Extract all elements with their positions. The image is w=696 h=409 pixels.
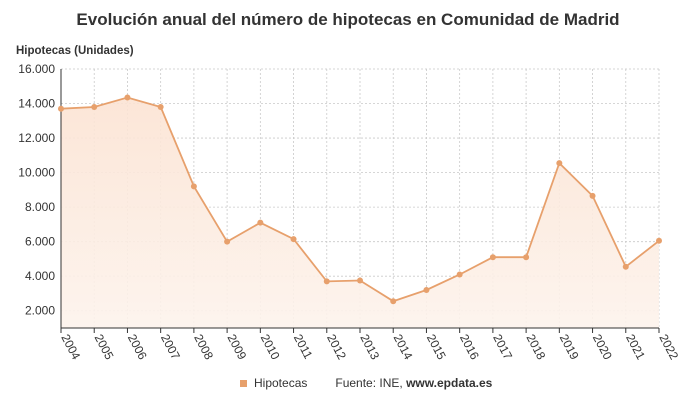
data-point-2019: [556, 160, 563, 167]
y-tick-label: 8.000: [25, 200, 55, 214]
chart-title: Evolución anual del número de hipotecas …: [76, 10, 620, 29]
x-tick-label: 2018: [523, 332, 548, 362]
data-point-2012: [323, 278, 330, 285]
y-tick-label: 12.000: [18, 131, 55, 145]
axes: [60, 69, 660, 333]
source-note: Fuente: INE, www.epdata.es: [335, 376, 492, 390]
x-tick-label: 2004: [58, 332, 83, 362]
x-tick-label: 2015: [424, 332, 449, 362]
x-tick-label: 2022: [656, 332, 681, 362]
y-tick-label: 6.000: [25, 235, 55, 249]
data-point-2008: [190, 183, 197, 190]
y-axis-label: Hipotecas (Unidades): [16, 45, 134, 57]
x-tick-label: 2007: [158, 332, 183, 362]
data-point-2021: [622, 263, 629, 270]
data-points: [58, 94, 662, 305]
y-tick-label: 10.000: [18, 166, 55, 180]
data-point-2020: [589, 192, 596, 199]
series-area-hipotecas: [61, 97, 659, 328]
x-tick-label: 2010: [258, 332, 283, 362]
data-point-2015: [423, 287, 430, 294]
data-point-2013: [357, 277, 363, 284]
x-tick-label: 2019: [557, 332, 582, 362]
data-point-2004: [58, 105, 64, 112]
data-point-2018: [523, 254, 530, 261]
y-tick-label: 16.000: [18, 62, 55, 76]
x-tick-label: 2020: [590, 332, 615, 362]
data-point-2014: [390, 298, 397, 305]
data-point-2017: [489, 254, 496, 261]
y-tick-label: 4.000: [25, 269, 55, 283]
x-tick-labels: 2004 2005 2006 2007 2008 2009 2010 2011 2012 2013…: [58, 332, 681, 362]
data-point-2009: [224, 238, 231, 245]
x-tick-label: 2013: [357, 332, 382, 362]
x-tick-label: 2009: [224, 332, 249, 362]
data-point-2022: [656, 237, 662, 244]
y-tick-label: 14.000: [18, 97, 55, 111]
x-tick-label: 2012: [324, 332, 349, 362]
x-tick-label: 2017: [490, 332, 515, 362]
y-tick-label: 2.000: [25, 304, 55, 318]
data-point-2011: [290, 236, 297, 243]
x-tick-label: 2021: [623, 332, 648, 362]
data-point-2010: [257, 219, 264, 226]
x-tick-label: 2006: [125, 332, 150, 362]
legend: Hipotecas Fuente: INE, www.epdata.es: [240, 376, 492, 390]
x-tick-label: 2014: [391, 332, 416, 362]
x-tick-label: 2005: [92, 332, 117, 362]
x-tick-label: 2011: [291, 332, 316, 362]
source-site: www.epdata.es: [406, 376, 493, 390]
data-point-2016: [456, 271, 463, 278]
x-tick-label: 2016: [457, 332, 482, 362]
legend-swatch: [240, 379, 247, 387]
data-point-2005: [91, 103, 98, 110]
source-prefix: Fuente: INE,: [335, 376, 403, 390]
legend-series-label: Hipotecas: [254, 376, 308, 390]
x-tick-label: 2008: [191, 332, 216, 362]
data-point-2006: [124, 94, 131, 101]
y-tick-labels: 2.000 4.000 6.000 8.000 10.000 12.000 14.000 16…: [18, 62, 55, 318]
data-point-2007: [157, 103, 164, 110]
